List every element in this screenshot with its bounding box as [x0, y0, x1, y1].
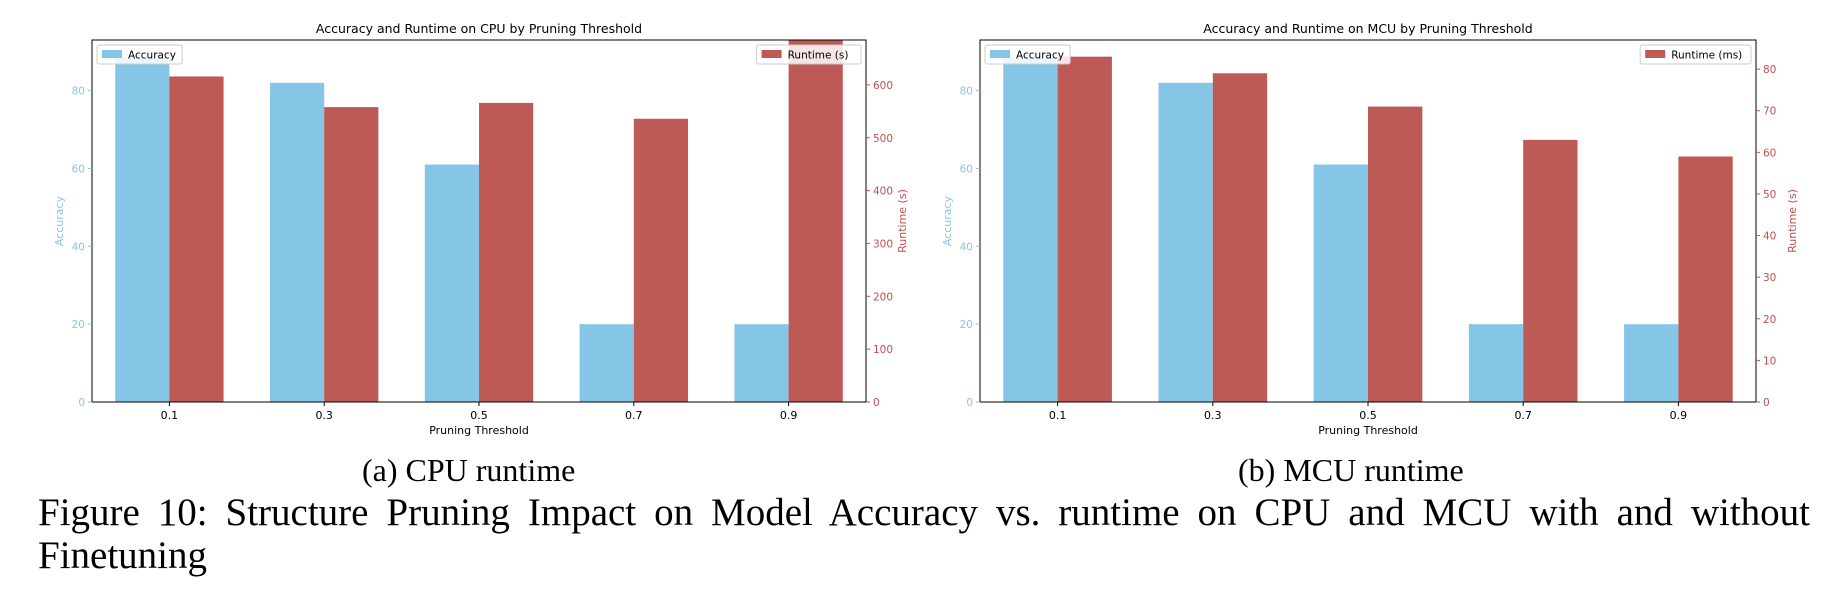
- accuracy-bar: [424, 164, 479, 402]
- y2-axis-label: Runtime (s): [896, 189, 909, 253]
- y2-tick-label: 600: [873, 80, 893, 92]
- runtime-bar: [324, 107, 379, 402]
- x-tick-label: 0.7: [625, 409, 643, 422]
- y2-tick-label: 50: [1763, 189, 1776, 201]
- legend-runtime: Runtime (ms): [1639, 44, 1752, 65]
- y2-tick-label: 0: [1763, 397, 1770, 409]
- chart-cpu: Accuracy and Runtime on CPU by Pruning T…: [53, 21, 909, 437]
- accuracy-bar: [270, 82, 325, 403]
- y-tick-label: 20: [960, 319, 973, 331]
- x-tick-label: 0.5: [470, 409, 488, 422]
- legend-label: Runtime (s): [788, 50, 849, 62]
- figure-caption: Figure 10: Structure Pruning Impact on M…: [38, 491, 1810, 577]
- y2-tick-label: 300: [873, 238, 893, 250]
- legend-box: [984, 44, 1071, 65]
- y-axis-label: Accuracy: [941, 195, 954, 246]
- legend-accuracy: Accuracy: [984, 44, 1071, 65]
- y2-tick-label: 40: [1763, 231, 1776, 243]
- runtime-bar: [788, 40, 843, 402]
- legend-runtime: Runtime (s): [756, 44, 862, 65]
- y2-tick-label: 100: [873, 344, 893, 356]
- y2-tick-label: 200: [873, 291, 893, 303]
- x-axis-label: Pruning Threshold: [1318, 424, 1418, 437]
- charts-canvas: Accuracy and Runtime on CPU by Pruning T…: [53, 21, 1799, 437]
- legend-box: [1639, 44, 1752, 65]
- plot-frame: [91, 39, 867, 403]
- y2-tick-label: 80: [1763, 64, 1776, 76]
- x-tick-label: 0.1: [1049, 409, 1067, 422]
- y-tick-label: 80: [960, 86, 973, 98]
- legend-label: Runtime (ms): [1671, 50, 1742, 62]
- runtime-bar: [1368, 106, 1423, 403]
- y2-tick-label: 400: [873, 186, 893, 198]
- legend-accuracy: Accuracy: [96, 44, 183, 65]
- accuracy-bar: [1468, 324, 1524, 402]
- legend-box: [96, 44, 183, 65]
- legend-swatch: [1645, 50, 1666, 58]
- y-tick-label: 60: [960, 163, 973, 175]
- accuracy-bar: [1158, 82, 1213, 403]
- accuracy-bar: [1313, 164, 1368, 402]
- subcaption-mcu: (b) MCU runtime: [1238, 452, 1464, 488]
- y-tick-label: 60: [72, 163, 85, 175]
- y2-tick-label: 20: [1763, 314, 1776, 326]
- x-tick-label: 0.1: [161, 409, 179, 422]
- y-tick-label: 40: [960, 241, 973, 253]
- y-tick-label: 0: [966, 397, 973, 409]
- y-tick-label: 40: [72, 241, 85, 253]
- y-tick-label: 0: [78, 397, 85, 409]
- legend-swatch: [990, 50, 1010, 58]
- legend-label: Accuracy: [128, 50, 176, 62]
- runtime-bar: [1678, 156, 1733, 402]
- chart-title: Accuracy and Runtime on CPU by Pruning T…: [316, 21, 642, 36]
- y2-tick-label: 0: [873, 397, 880, 409]
- chart-title: Accuracy and Runtime on MCU by Pruning T…: [1203, 21, 1532, 36]
- runtime-bar: [633, 118, 688, 402]
- chart-mcu: Accuracy and Runtime on MCU by Pruning T…: [941, 21, 1799, 437]
- x-tick-label: 0.9: [1670, 409, 1688, 422]
- x-tick-label: 0.5: [1359, 409, 1377, 422]
- accuracy-bar: [115, 57, 170, 403]
- accuracy-bar: [1624, 324, 1679, 402]
- x-axis-label: Pruning Threshold: [429, 424, 529, 437]
- runtime-bar: [479, 102, 534, 403]
- y2-tick-label: 10: [1763, 355, 1776, 367]
- y2-tick-label: 70: [1763, 106, 1776, 118]
- subcaption-cpu: (a) CPU runtime: [362, 452, 576, 488]
- y-tick-label: 20: [72, 319, 85, 331]
- runtime-bar: [1523, 139, 1578, 403]
- y2-axis-label: Runtime (s): [1786, 189, 1799, 253]
- x-tick-label: 0.9: [780, 409, 798, 422]
- runtime-bar: [1057, 56, 1112, 402]
- x-tick-label: 0.3: [1204, 409, 1222, 422]
- x-tick-label: 0.3: [315, 409, 333, 422]
- legend-swatch: [761, 50, 782, 58]
- y2-tick-label: 500: [873, 133, 893, 145]
- legend-box: [756, 44, 862, 65]
- y2-tick-label: 30: [1763, 272, 1776, 284]
- runtime-bar: [1212, 73, 1268, 402]
- legend-swatch: [102, 50, 122, 58]
- legend-label: Accuracy: [1016, 50, 1064, 62]
- accuracy-bar: [579, 324, 634, 402]
- y-tick-label: 80: [72, 86, 85, 98]
- accuracy-bar: [734, 324, 789, 402]
- y-axis-label: Accuracy: [53, 195, 66, 246]
- plot-frame: [979, 39, 1757, 403]
- y2-tick-label: 60: [1763, 147, 1776, 159]
- runtime-bar: [169, 76, 224, 402]
- x-tick-label: 0.7: [1514, 409, 1532, 422]
- accuracy-bar: [1003, 57, 1058, 403]
